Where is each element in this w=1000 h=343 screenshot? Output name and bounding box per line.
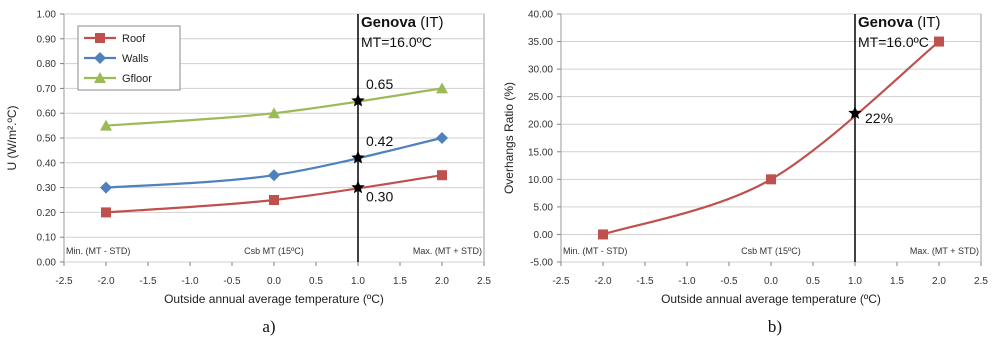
x-tick-label: 1.5 [890, 276, 904, 287]
y-tick-label: 1.00 [37, 10, 57, 21]
y-tick-label: 0.90 [37, 34, 57, 45]
range-annotation: Min. (MT - STD) [66, 246, 130, 256]
x-tick-label: 0.0 [764, 276, 778, 287]
data-point [934, 36, 944, 47]
chart-a: 0.00 0.10 0.20 0.30 0.40 0.50 0.60 0.70 0.80 0.90… [5, 10, 491, 337]
y-tick-label: 30.00 [528, 65, 553, 76]
x-tick-label: 0.5 [806, 276, 820, 287]
data-point [766, 174, 776, 185]
highlight-label: 0.65 [366, 76, 393, 92]
highlight-star [351, 93, 365, 107]
y-tick-label: 5.00 [534, 202, 554, 213]
legend-marker [94, 52, 106, 64]
legend-label: Roof [122, 33, 146, 45]
highlight-star [848, 106, 862, 119]
x-tick-label: -2.0 [594, 276, 612, 287]
legend-marker [95, 33, 105, 43]
range-annotation: Csb MT (15ºC) [244, 246, 304, 256]
range-annotation: Min. (MT - STD) [563, 246, 627, 256]
data-point [598, 229, 608, 240]
x-tick-label: -1.0 [181, 276, 199, 287]
y-tick-label: 0.50 [37, 134, 57, 145]
x-axis-title: Outside annual average temperature (ºC) [661, 292, 881, 306]
range-annotation: Max. (MT + STD) [413, 246, 482, 256]
legend-label: Walls [122, 53, 149, 65]
range-annotation: Max. (MT + STD) [910, 246, 979, 256]
data-point [436, 132, 448, 144]
data-point [268, 169, 280, 182]
x-tick-label: 0.0 [267, 276, 281, 287]
x-tick-label: -0.5 [223, 276, 241, 287]
x-tick-label: 2.0 [435, 276, 449, 287]
y-axis-title: U (W/m².ºC) [5, 105, 19, 170]
highlight-label: 0.42 [366, 133, 393, 149]
y-tick-label: 0.30 [37, 183, 57, 194]
city-name: Genova [858, 14, 914, 31]
x-tick-label: -0.5 [720, 276, 738, 287]
y-tick-label: 0.10 [37, 233, 57, 244]
mt-label: MT=16.0ºC [858, 34, 929, 50]
city-suffix: (IT) [416, 14, 444, 31]
x-tick-label: -1.5 [139, 276, 157, 287]
y-tick-label: 15.00 [528, 147, 553, 158]
data-point [100, 181, 112, 194]
panel-label: a) [262, 317, 275, 336]
x-tick-label: 1.0 [351, 276, 365, 287]
x-tick-label: 1.5 [393, 276, 407, 287]
x-tick-label: 2.5 [974, 276, 988, 287]
x-tick-label: 2.5 [477, 276, 491, 287]
data-point [268, 107, 280, 119]
range-annotation: Csb MT (15ºC) [741, 246, 801, 256]
x-tick-label: 0.5 [309, 276, 323, 287]
y-tick-label: 20.00 [528, 120, 553, 131]
y-tick-label: 10.00 [528, 175, 553, 186]
panel-label: b) [768, 317, 782, 336]
x-tick-label: 2.0 [932, 276, 946, 287]
y-tick-label: 40.00 [528, 10, 553, 21]
y-tick-label: 0.70 [37, 84, 57, 95]
x-tick-label: -2.5 [55, 276, 73, 287]
chart-b: -5.00 0.00 5.00 10.00 15.00 20.00 25.00 30.00 35… [502, 10, 988, 337]
city-label: Genova (IT) [858, 14, 941, 31]
highlight-label: 0.30 [366, 189, 393, 205]
data-point [269, 195, 279, 205]
mt-label: MT=16.0ºC [361, 34, 432, 50]
highlight-star [351, 150, 365, 164]
y-tick-label: 0.60 [37, 109, 57, 120]
y-tick-label: 0.40 [37, 158, 57, 169]
x-tick-label: -1.5 [636, 276, 654, 287]
y-axis-title: Overhangs Ratio (%) [502, 82, 516, 194]
x-tick-label: 1.0 [848, 276, 862, 287]
x-tick-label: -1.0 [678, 276, 696, 287]
plot-area [560, 13, 982, 263]
data-point [437, 170, 447, 181]
y-tick-label: 0.20 [37, 208, 57, 219]
city-suffix: (IT) [913, 14, 941, 31]
y-tick-label: 0.00 [534, 230, 554, 241]
city-label: Genova (IT) [361, 14, 444, 31]
y-tick-label: -5.00 [530, 258, 553, 269]
y-tick-label: 35.00 [528, 37, 553, 48]
data-point [100, 119, 112, 131]
x-axis-title: Outside annual average temperature (ºC) [164, 292, 384, 306]
data-point [436, 82, 448, 94]
y-tick-label: 0.80 [37, 59, 57, 70]
highlight-label: 22% [865, 110, 893, 126]
y-tick-label: 25.00 [528, 92, 553, 103]
x-tick-label: -2.5 [552, 276, 570, 287]
y-tick-label: 0.00 [37, 258, 57, 269]
legend-label: Gfloor [122, 73, 152, 85]
city-name: Genova [361, 14, 417, 31]
x-tick-label: -2.0 [97, 276, 115, 287]
highlight-star [351, 180, 365, 194]
legend-marker [94, 72, 106, 83]
data-point [101, 207, 111, 218]
